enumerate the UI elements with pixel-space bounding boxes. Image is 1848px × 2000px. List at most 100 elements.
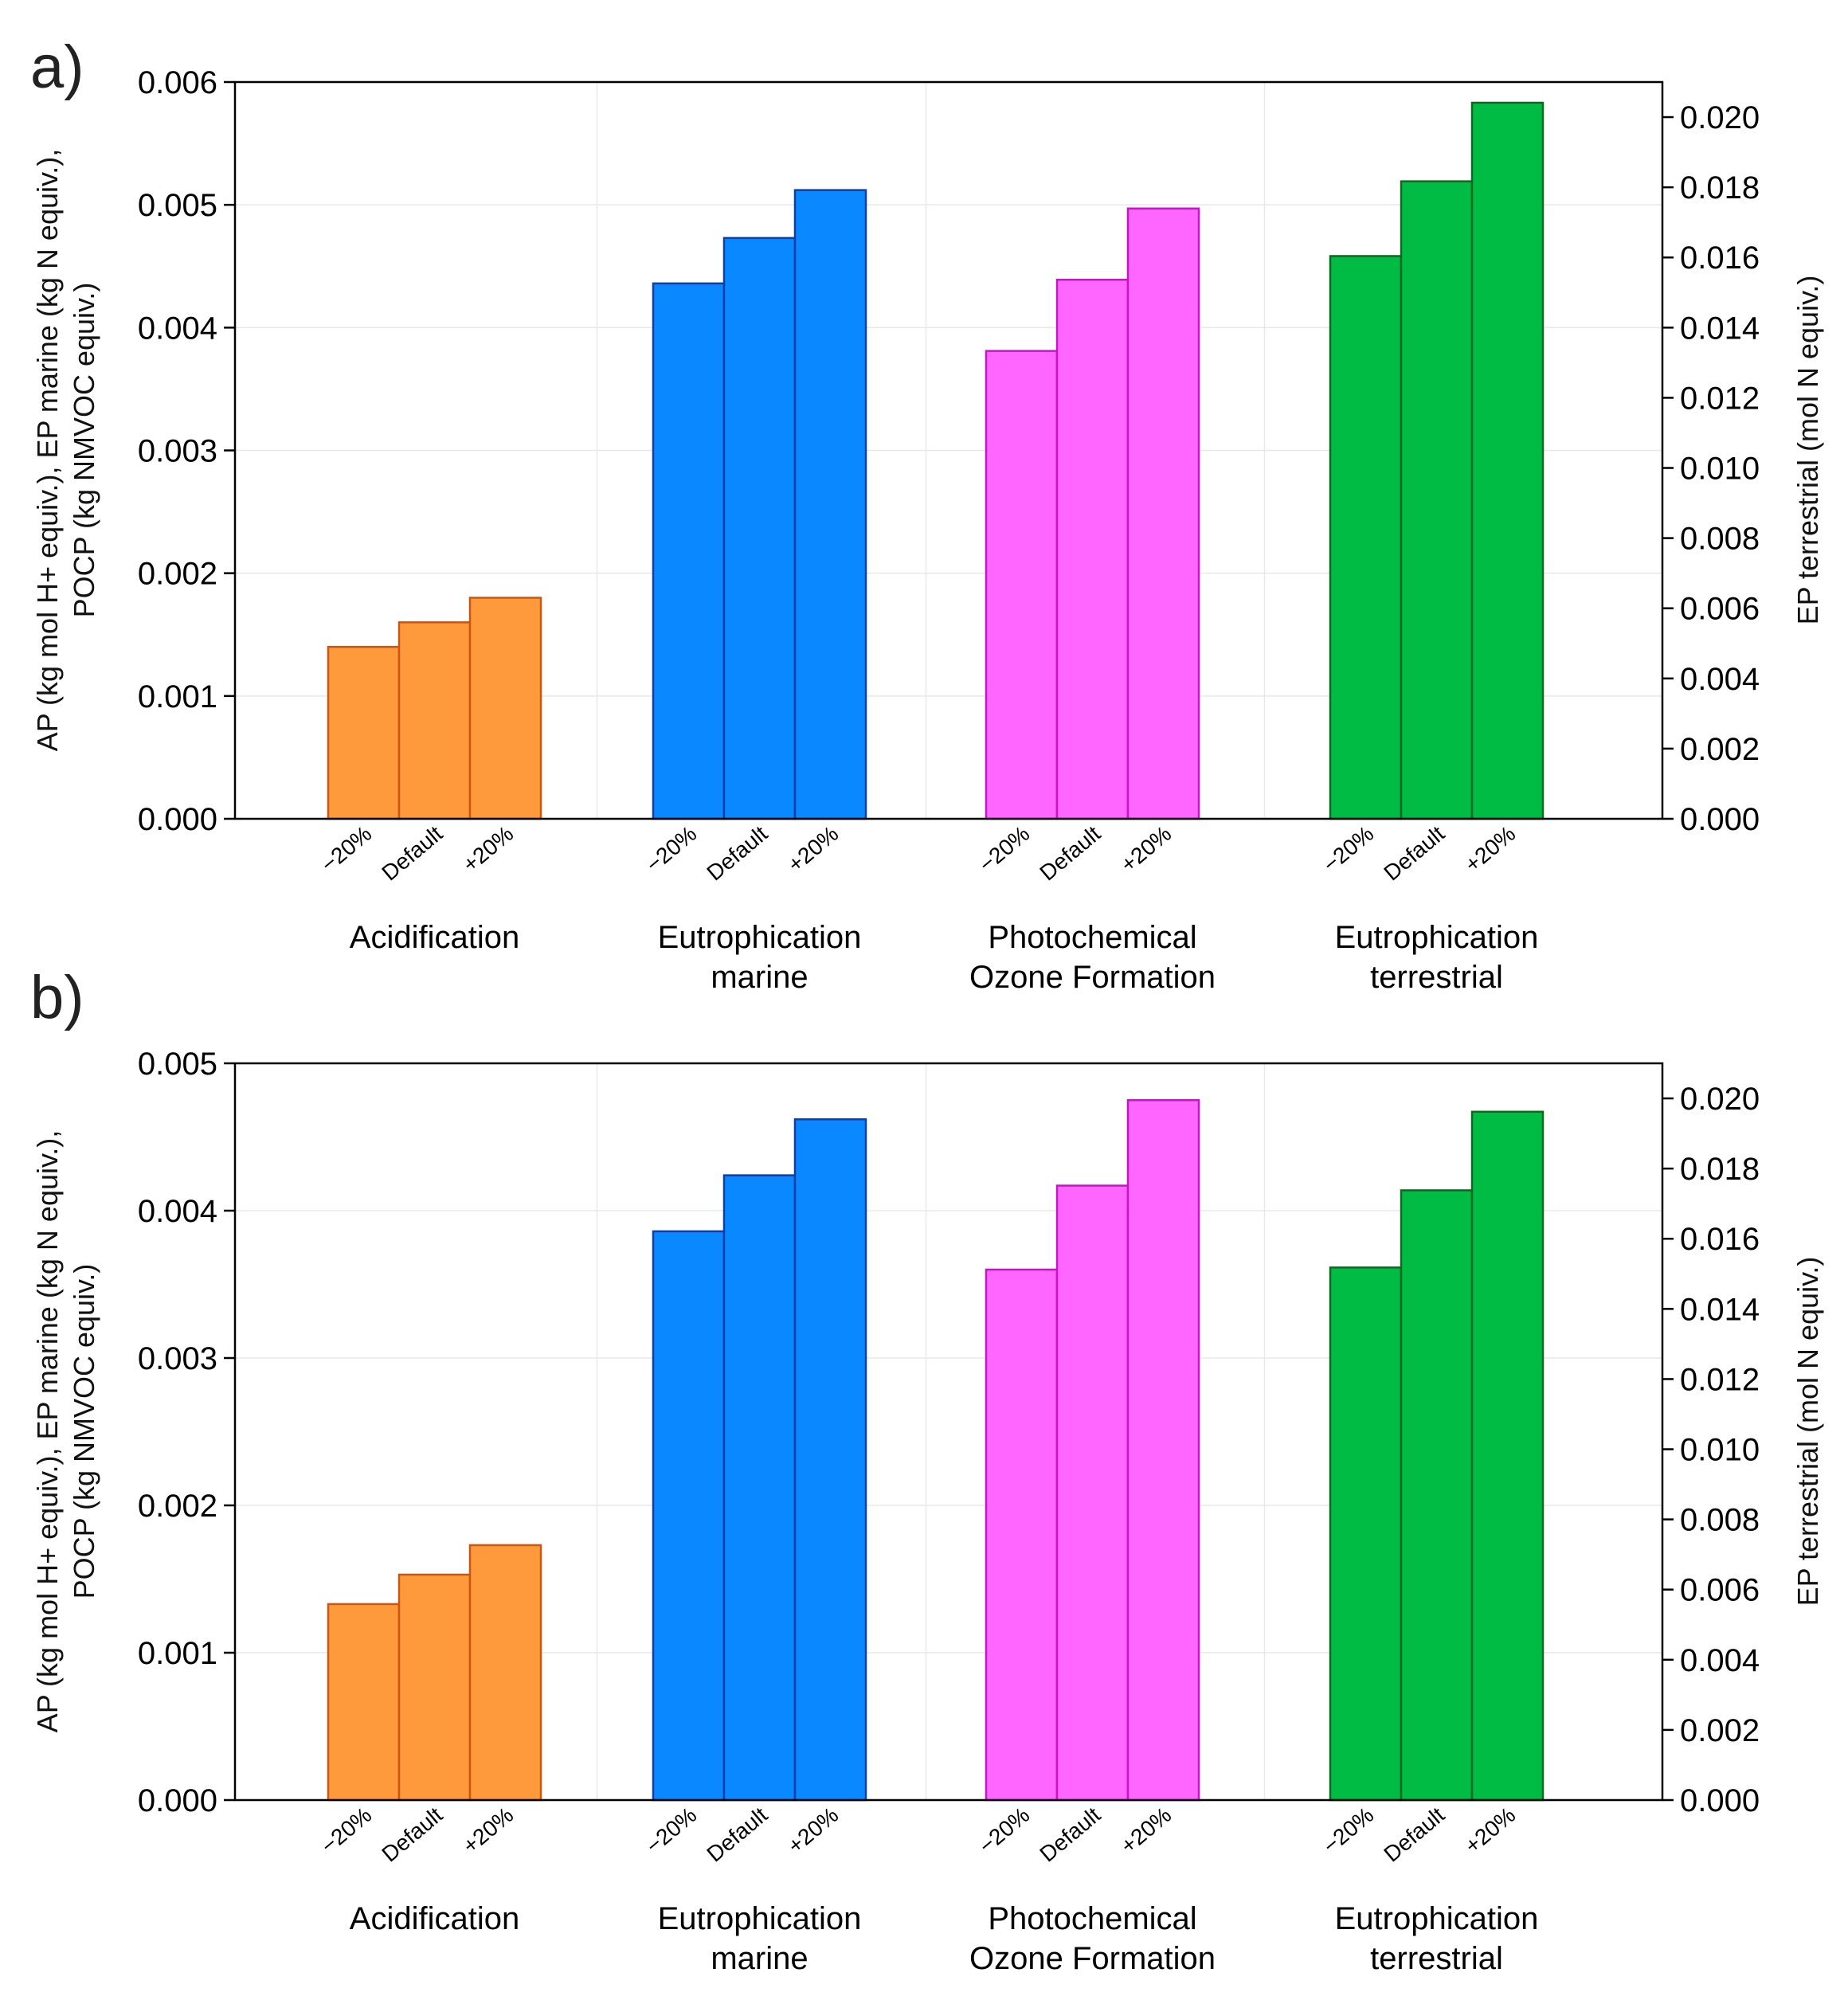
panel-b-right-tick-label: 0.008 — [1680, 1503, 1760, 1538]
panel-a-left-axis: 0.000 0.001 0.002 0.003 0.004 0.005 0.006 — [138, 65, 235, 837]
panel-a-left-tick-label: 0.005 — [138, 188, 217, 223]
panel-a-bar-group4-1 — [1329, 255, 1403, 820]
panel-a-right-tick-label: 0.014 — [1680, 311, 1760, 346]
panel-a-left-tick-label: 0.003 — [138, 434, 217, 469]
panel-b-left-tick-label: 0.001 — [138, 1636, 217, 1671]
panel-a-group-label: marine — [711, 960, 808, 995]
panel-a-category-label: +20% — [783, 821, 843, 877]
panel-b-bar-group1-2 — [397, 1573, 472, 1802]
panel-a-right-tick-label: 0.000 — [1680, 802, 1760, 837]
panel-a-bar-group4-3 — [1470, 101, 1545, 820]
panel-a-category-label: Default — [1035, 821, 1105, 886]
panel-a-bar-group4-2 — [1400, 180, 1474, 820]
panel-a-group-label: Acidification — [350, 920, 519, 955]
panel-a-category-label: Default — [1379, 821, 1449, 886]
panel-b-right-tick-label: 0.020 — [1680, 1082, 1760, 1117]
panel-b-group-label: Eutrophication — [658, 1901, 862, 1936]
panel-b-right-axis: 0.000 0.002 0.004 0.006 0.008 0.010 0.012 0.014… — [1662, 1082, 1760, 1818]
panel-a-category-labels: −20% Default +20% −20% Default +20% −20% Defaul… — [316, 821, 1520, 886]
panel-b-bar-group4-2 — [1400, 1189, 1474, 1802]
panel-a-left-axis-title-line2: POCP (kg NMVOC equiv.) — [68, 283, 100, 618]
panel-b-group-label: Ozone Formation — [969, 1941, 1216, 1976]
panel-a-bar-group3-1 — [985, 350, 1059, 820]
panel-b-category-label: −20% — [1318, 1802, 1378, 1858]
panel-a-bar-group2-1 — [652, 282, 726, 820]
panel-b-bars — [327, 1099, 1545, 1802]
panel-a-category-label: −20% — [316, 821, 376, 877]
panel-b-left-axis-title-line2: POCP (kg NMVOC equiv.) — [68, 1264, 100, 1599]
panel-a-bars — [327, 101, 1545, 820]
panel-a-category-label: +20% — [1116, 821, 1176, 877]
panel-b-right-axis-title: EP terrestrial (mol N equiv.) — [1791, 1257, 1824, 1607]
panel-b-left-tick-label: 0.003 — [138, 1341, 217, 1376]
panel-a-bar-group2-3 — [793, 189, 867, 820]
panel-b-right-tick-label: 0.012 — [1680, 1362, 1760, 1397]
panel-b-right-tick-label: 0.016 — [1680, 1222, 1760, 1257]
panel-a-category-label: −20% — [974, 821, 1034, 877]
panel-b-right-tick-label: 0.002 — [1680, 1713, 1760, 1748]
panel-b-right-tick-label: 0.004 — [1680, 1643, 1760, 1678]
panel-b-category-labels: −20% Default +20% −20% Default +20% −20% Defaul… — [316, 1802, 1520, 1867]
panel-a-group-label: Photochemical — [988, 920, 1196, 955]
panel-b-label: b) — [30, 964, 84, 1031]
panel-b-bar-group4-3 — [1470, 1110, 1545, 1802]
panel-a-left-tick-label: 0.006 — [138, 65, 217, 100]
panel-b-left-tick-label: 0.000 — [138, 1783, 217, 1818]
panel-b-bar-group2-2 — [722, 1174, 797, 1802]
panel-a-bar-group1-2 — [397, 621, 472, 820]
panel-a-right-tick-label: 0.020 — [1680, 100, 1760, 135]
panel-b-group-label: terrestrial — [1370, 1941, 1503, 1976]
panel-a-category-label: Default — [377, 821, 447, 886]
panel-a-group-label: Eutrophication — [658, 920, 862, 955]
panel-a-left-tick-label: 0.002 — [138, 557, 217, 592]
panel-a-bar-group1-3 — [468, 597, 542, 820]
panel-b-group-label: Photochemical — [988, 1901, 1196, 1936]
panel-a-right-axis-title: EP terrestrial (mol N equiv.) — [1791, 276, 1824, 625]
panel-b-category-label: +20% — [1116, 1802, 1176, 1858]
panel-a-group-label: Ozone Formation — [969, 960, 1216, 995]
panel-b-bar-group1-1 — [327, 1603, 401, 1802]
panel-a-category-label: Default — [702, 821, 772, 886]
panel-b-bar-group3-2 — [1055, 1184, 1130, 1802]
panel-b-bar-group1-3 — [468, 1544, 542, 1802]
panel-b-category-label: Default — [702, 1802, 772, 1867]
panel-b-right-tick-label: 0.010 — [1680, 1433, 1760, 1468]
panel-a-bar-group3-3 — [1126, 207, 1200, 820]
panel-a-right-tick-label: 0.018 — [1680, 170, 1760, 205]
panel-a-category-label: −20% — [1318, 821, 1378, 877]
panel-b-left-tick-label: 0.004 — [138, 1194, 217, 1229]
panel-a-group-label: Eutrophication — [1335, 920, 1539, 955]
panel-a-category-label: +20% — [1460, 821, 1520, 877]
panel-b-right-tick-label: 0.014 — [1680, 1292, 1760, 1327]
panel-a-right-tick-label: 0.002 — [1680, 732, 1760, 767]
panel-a-right-tick-label: 0.008 — [1680, 522, 1760, 557]
panel-b-category-label: Default — [1379, 1802, 1449, 1867]
panel-b-group-label: marine — [711, 1941, 808, 1976]
panel-a-category-label: +20% — [458, 821, 518, 877]
panel-b-category-label: −20% — [974, 1802, 1034, 1858]
panel-a: a) 0.000 0.001 0.002 0.003 0.004 0.005 0.006 0… — [30, 33, 1824, 995]
panel-b-bar-group2-1 — [652, 1230, 726, 1802]
panel-b-group-label: Acidification — [350, 1901, 519, 1936]
panel-b-category-label: +20% — [1460, 1802, 1520, 1858]
panel-a-right-tick-label: 0.006 — [1680, 592, 1760, 627]
panel-a-category-label: −20% — [641, 821, 701, 877]
panel-a-bar-group1-1 — [327, 645, 401, 820]
panel-b-group-labels: Acidification Eutrophication marine Photoch… — [350, 1901, 1539, 1976]
panel-a-right-tick-label: 0.016 — [1680, 241, 1760, 276]
panel-a-right-axis: 0.000 0.002 0.004 0.006 0.008 0.010 0.012 0.014… — [1662, 100, 1760, 837]
panel-b-left-tick-label: 0.002 — [138, 1489, 217, 1524]
panel-b-bar-group3-1 — [985, 1268, 1059, 1802]
panel-b-category-label: +20% — [783, 1802, 843, 1858]
panel-b-left-axis-title-line1: AP (kg mol H+ equiv.), EP marine (kg N e… — [31, 1130, 64, 1733]
panel-b-right-tick-label: 0.006 — [1680, 1573, 1760, 1608]
panel-a-right-tick-label: 0.012 — [1680, 381, 1760, 416]
panel-b-bar-group2-3 — [793, 1118, 867, 1802]
panel-a-right-tick-label: 0.010 — [1680, 452, 1760, 487]
panel-a-bar-group2-2 — [722, 237, 797, 820]
panel-b-group-label: Eutrophication — [1335, 1901, 1539, 1936]
panel-b-category-label: Default — [1035, 1802, 1105, 1867]
panel-b-category-label: −20% — [641, 1802, 701, 1858]
panel-a-left-tick-label: 0.001 — [138, 679, 217, 714]
